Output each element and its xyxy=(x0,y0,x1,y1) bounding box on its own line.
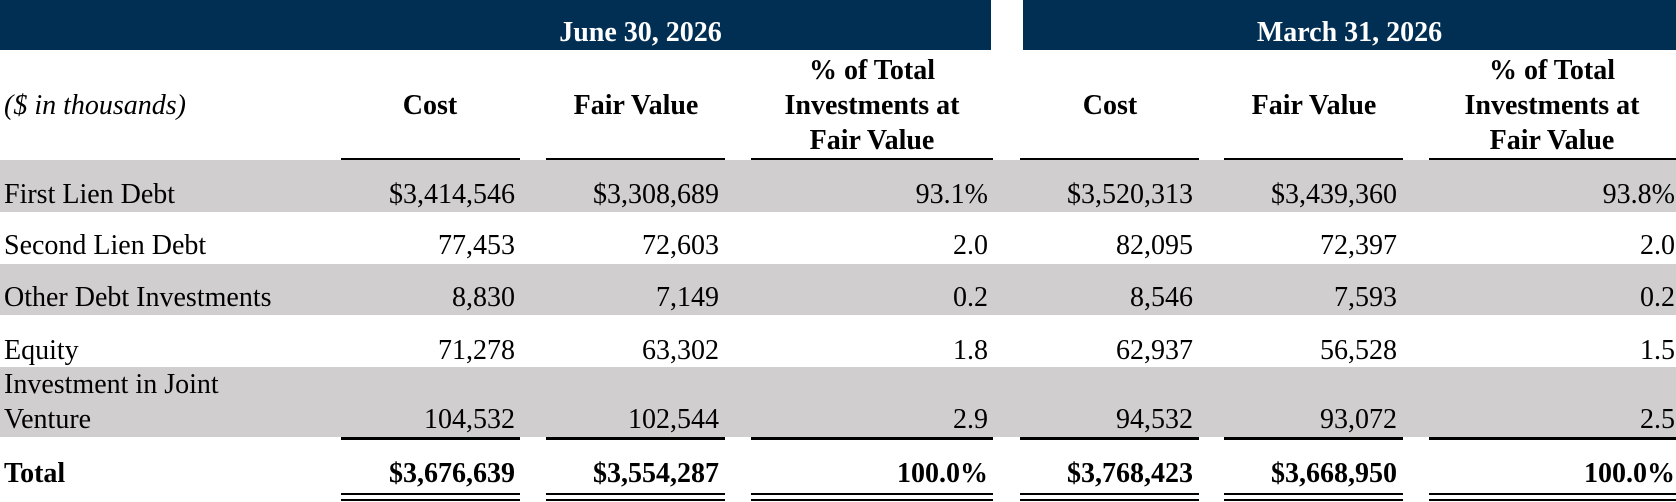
col-head-fair-value-june: Fair Value xyxy=(573,90,699,121)
cell-june-fair-value: 72,603 xyxy=(642,230,719,261)
total-double-rule xyxy=(546,493,725,501)
row-label-line2: Venture xyxy=(4,404,92,435)
row-label: Equity xyxy=(4,335,79,366)
total-june-fair-value: $3,554,287 xyxy=(593,458,719,489)
col-head-pct-march: % of Total Investments at Fair Value xyxy=(1430,53,1674,158)
total-row: Total $3,676,639 $3,554,287 100.0% $3,76… xyxy=(0,440,1676,492)
cell-march-pct: 2.0 xyxy=(1640,230,1675,261)
cell-march-pct: 93.8% xyxy=(1602,179,1675,210)
cell-march-cost: $3,520,313 xyxy=(1067,179,1193,210)
cell-march-cost: 62,937 xyxy=(1116,335,1193,366)
cell-june-pct: 2.9 xyxy=(953,404,988,435)
row-label-line1: Investment in Joint xyxy=(4,369,219,400)
col-head-fair-value-march: Fair Value xyxy=(1251,90,1377,121)
col-head-pct-line1: % of Total xyxy=(1488,55,1616,86)
row-label: Second Lien Debt xyxy=(4,230,207,261)
cell-march-cost: 94,532 xyxy=(1116,404,1193,435)
cell-june-pct: 2.0 xyxy=(953,230,988,261)
total-march-pct: 100.0% xyxy=(1584,458,1675,489)
total-label: Total xyxy=(4,458,66,489)
total-double-rule xyxy=(1429,493,1676,501)
cell-march-cost: 8,546 xyxy=(1130,282,1193,313)
col-head-pct-june: % of Total Investments at Fair Value xyxy=(750,53,994,158)
subtotal-rule xyxy=(751,437,993,440)
cell-march-fair-value: $3,439,360 xyxy=(1271,179,1397,210)
units-label: ($ in thousands) xyxy=(4,90,186,121)
total-march-fair-value: $3,668,950 xyxy=(1271,458,1397,489)
row-label: Other Debt Investments xyxy=(4,282,272,313)
cell-march-pct: 2.5 xyxy=(1640,404,1675,435)
subtotal-rule xyxy=(546,437,725,440)
cell-june-pct: 0.2 xyxy=(953,282,988,313)
subtotal-rule xyxy=(1020,437,1199,440)
period-label-june: June 30, 2026 xyxy=(559,17,722,48)
header-rule xyxy=(1224,158,1403,161)
header-rule xyxy=(1020,158,1199,161)
cell-june-cost: $3,414,546 xyxy=(389,179,515,210)
col-head-pct-line2: Investments at xyxy=(1464,90,1640,121)
subtotal-rule xyxy=(1429,437,1676,440)
subtotal-rule xyxy=(341,437,520,440)
col-head-pct-line2: Investments at xyxy=(784,90,960,121)
table-row: Second Lien Debt 77,453 72,603 2.0 82,09… xyxy=(0,212,1676,264)
cell-june-cost: 77,453 xyxy=(438,230,515,261)
cell-june-fair-value: $3,308,689 xyxy=(593,179,719,210)
table-row: Equity 71,278 63,302 1.8 62,937 56,528 1… xyxy=(0,315,1676,367)
row-label: First Lien Debt xyxy=(4,179,176,210)
header-rule xyxy=(751,158,993,161)
header-rule xyxy=(546,158,725,161)
total-double-rule xyxy=(341,493,520,501)
table-row: Investment in Joint Venture 104,532 102,… xyxy=(0,367,1676,437)
cell-june-fair-value: 7,149 xyxy=(656,282,719,313)
cell-march-pct: 0.2 xyxy=(1640,282,1675,313)
header-rule xyxy=(341,158,520,161)
col-head-pct-line1: % of Total xyxy=(808,55,936,86)
total-june-pct: 100.0% xyxy=(897,458,988,489)
subtotal-rule xyxy=(1224,437,1403,440)
table-row: First Lien Debt $3,414,546 $3,308,689 93… xyxy=(0,160,1676,212)
cell-june-fair-value: 102,544 xyxy=(628,404,719,435)
cell-june-fair-value: 63,302 xyxy=(642,335,719,366)
total-double-rule xyxy=(1224,493,1403,501)
cell-march-pct: 1.5 xyxy=(1640,335,1675,366)
cell-june-cost: 104,532 xyxy=(424,404,515,435)
cell-march-fair-value: 56,528 xyxy=(1320,335,1397,366)
cell-june-pct: 1.8 xyxy=(953,335,988,366)
cell-march-fair-value: 93,072 xyxy=(1320,404,1397,435)
row-label: Investment in Joint Venture xyxy=(4,367,219,437)
cell-march-fair-value: 72,397 xyxy=(1320,230,1397,261)
col-head-cost-march: Cost xyxy=(1082,90,1138,121)
total-june-cost: $3,676,639 xyxy=(389,458,515,489)
total-double-rule xyxy=(751,493,993,501)
period-header-march: March 31, 2026 xyxy=(1023,0,1676,50)
header-rule xyxy=(1429,158,1676,161)
period-header-june: June 30, 2026 xyxy=(0,0,991,50)
cell-march-cost: 82,095 xyxy=(1116,230,1193,261)
col-head-pct-line3: Fair Value xyxy=(809,125,935,156)
cell-june-pct: 93.1% xyxy=(915,179,988,210)
total-double-rule xyxy=(1020,493,1199,501)
cell-june-cost: 8,830 xyxy=(452,282,515,313)
cell-june-cost: 71,278 xyxy=(438,335,515,366)
period-label-march: March 31, 2026 xyxy=(1256,17,1443,48)
col-head-pct-line3: Fair Value xyxy=(1489,125,1615,156)
table-row: Other Debt Investments 8,830 7,149 0.2 8… xyxy=(0,264,1676,315)
cell-march-fair-value: 7,593 xyxy=(1334,282,1397,313)
total-march-cost: $3,768,423 xyxy=(1067,458,1193,489)
col-head-cost-june: Cost xyxy=(402,90,458,121)
